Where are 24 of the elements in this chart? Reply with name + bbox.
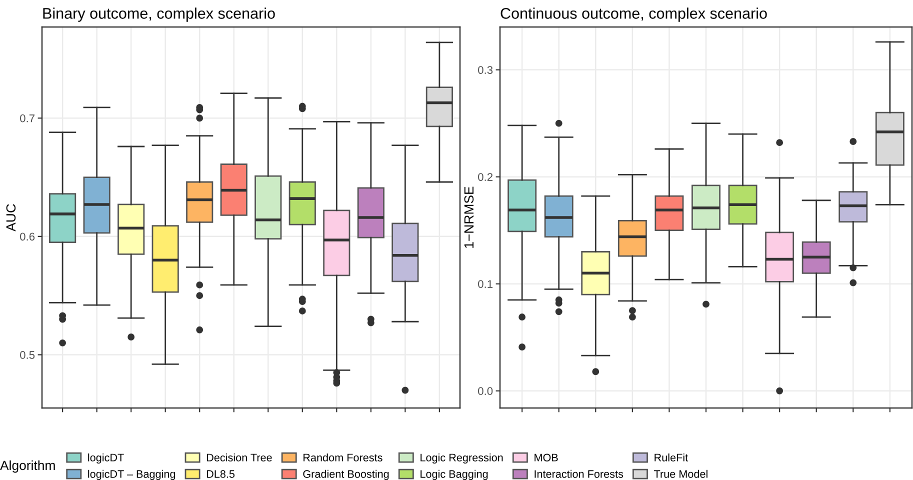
legend-label: Gradient Boosting: [303, 470, 389, 480]
chart-title: Continuous outcome, complex scenario: [500, 8, 767, 22]
y-tick-label: 0.3: [478, 66, 493, 74]
legend-label: DL8.5: [206, 470, 235, 478]
legend-label: MOB: [534, 454, 558, 462]
y-tick-label: 0.5: [20, 351, 35, 359]
y-tick-label: 0.2: [478, 173, 492, 181]
y-tick-label: 0.7: [20, 114, 34, 122]
y-tick-label: 0.6: [20, 232, 35, 241]
legend-label: logicDT: [88, 453, 124, 464]
y-tick-label: 0.0: [478, 387, 493, 396]
y-axis-title: 1−NRMSE: [464, 186, 474, 248]
chart-title: Binary outcome, complex scenario: [43, 8, 275, 22]
legend-label: True Model: [654, 470, 708, 478]
legend-label: Logic Regression: [420, 453, 503, 464]
y-tick-label: 0.1: [478, 280, 493, 288]
legend-label: RuleFit: [654, 453, 688, 462]
legend-label: logicDT – Bagging: [88, 470, 176, 480]
legend-label: Decision Tree: [206, 453, 272, 462]
legend-label: Random Forests: [304, 453, 382, 462]
legend-title: Algorithm: [0, 460, 55, 473]
y-axis-title: AUC: [6, 204, 16, 232]
legend-label: Interaction Forests: [534, 470, 624, 478]
legend-label: Logic Bagging: [420, 470, 488, 480]
